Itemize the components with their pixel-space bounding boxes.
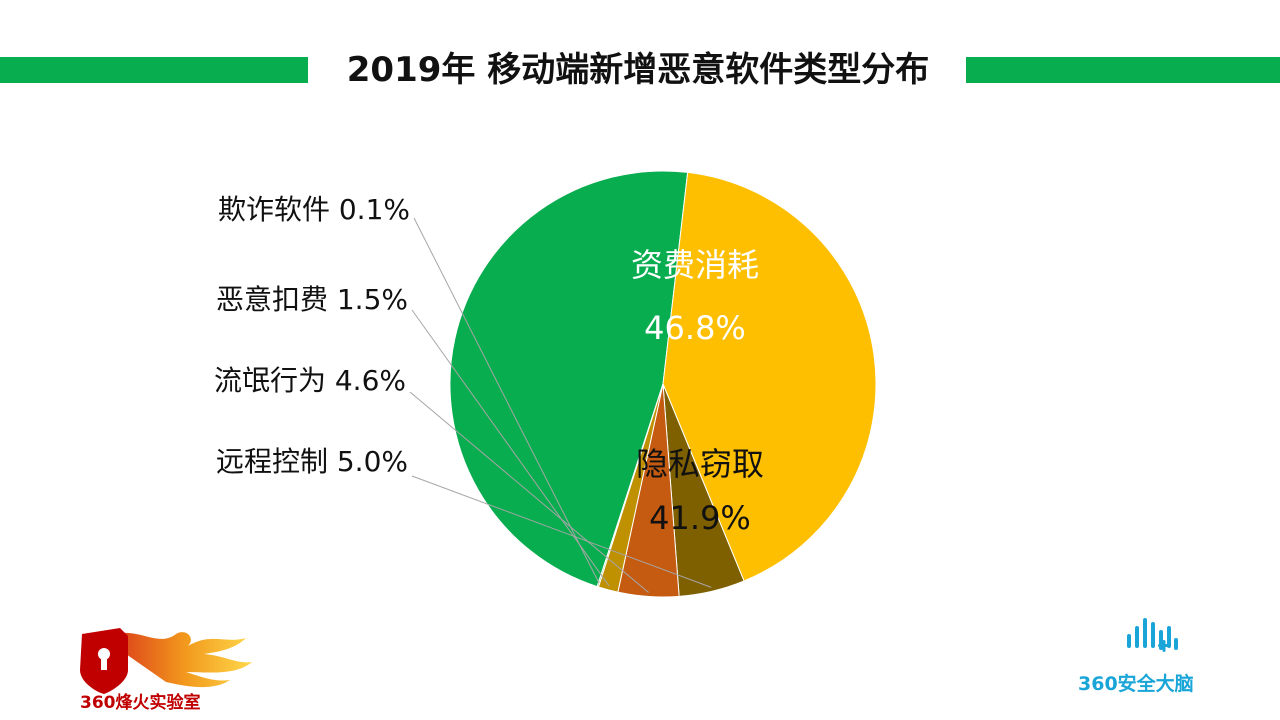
slice-labels: 资费消耗 46.8% 隐私窃取 41.9% 远程控制 5.0% 流氓行为 4.6% 恶意扣费…: [214, 193, 764, 537]
pie-slice: [662, 171, 877, 582]
slice-value-label: 41.9%: [649, 499, 751, 537]
slice-outside-label: 流氓行为 4.6%: [214, 364, 406, 397]
pie-slice: [596, 383, 664, 588]
slice-outside-label: 恶意扣费 1.5%: [216, 283, 408, 316]
title-bar: 2019年 移动端新增恶意软件类型分布: [0, 40, 1280, 100]
leader-line: [409, 391, 649, 593]
leader-line: [411, 309, 610, 587]
leader-line: [413, 217, 600, 584]
slice-name-label: 资费消耗: [631, 246, 759, 284]
right-logo-text: 360安全大脑: [1078, 672, 1194, 695]
pie-slices: [449, 170, 877, 598]
slice-value-label: 46.8%: [644, 309, 746, 347]
leader-line: [411, 475, 712, 588]
title-decor-right: [966, 57, 1280, 83]
page-title: 2019年 移动端新增恶意软件类型分布: [346, 50, 930, 90]
360-brain-logo: 360安全大脑: [1078, 618, 1194, 695]
title-decor-left: [0, 57, 308, 83]
huoyan-lab-logo: 360烽火实验室: [80, 628, 252, 712]
slice-outside-label: 欺诈软件 0.1%: [218, 193, 410, 226]
left-logo-text: 360烽火实验室: [80, 692, 201, 712]
slice-outside-label: 远程控制 5.0%: [216, 445, 408, 478]
slice-name-label: 隐私窃取: [636, 445, 764, 483]
leader-lines: [409, 217, 712, 593]
pie-slice: [449, 170, 689, 588]
